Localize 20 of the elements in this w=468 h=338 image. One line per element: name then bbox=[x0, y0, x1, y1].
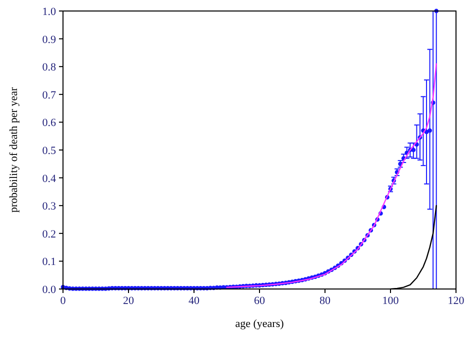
x-tick-label: 120 bbox=[448, 295, 465, 307]
x-tick-label: 40 bbox=[188, 295, 200, 307]
x-tick-label: 20 bbox=[123, 295, 134, 307]
y-tick-label: 0.6 bbox=[42, 117, 56, 130]
y-tick-label: 0.8 bbox=[42, 62, 56, 74]
x-tick-label: 80 bbox=[320, 295, 331, 307]
x-tick-label: 60 bbox=[254, 295, 266, 307]
y-tick-label: 0.0 bbox=[42, 284, 56, 296]
y-tick-label: 0.3 bbox=[42, 200, 56, 213]
y-tick-label: 1.0 bbox=[42, 6, 56, 18]
y-tick-label: 0.5 bbox=[42, 145, 56, 157]
y-tick-label: 0.2 bbox=[42, 228, 56, 240]
y-tick-label: 0.1 bbox=[42, 256, 56, 268]
y-tick-label: 0.4 bbox=[42, 172, 56, 185]
y-tick-label: 0.9 bbox=[42, 34, 56, 46]
x-axis-title: age (years) bbox=[235, 318, 284, 330]
y-axis-title: probability of death per year bbox=[8, 87, 20, 213]
y-tick-label: 0.7 bbox=[42, 89, 56, 102]
x-tick-label: 100 bbox=[382, 295, 400, 307]
x-tick-label: 0 bbox=[60, 295, 66, 307]
